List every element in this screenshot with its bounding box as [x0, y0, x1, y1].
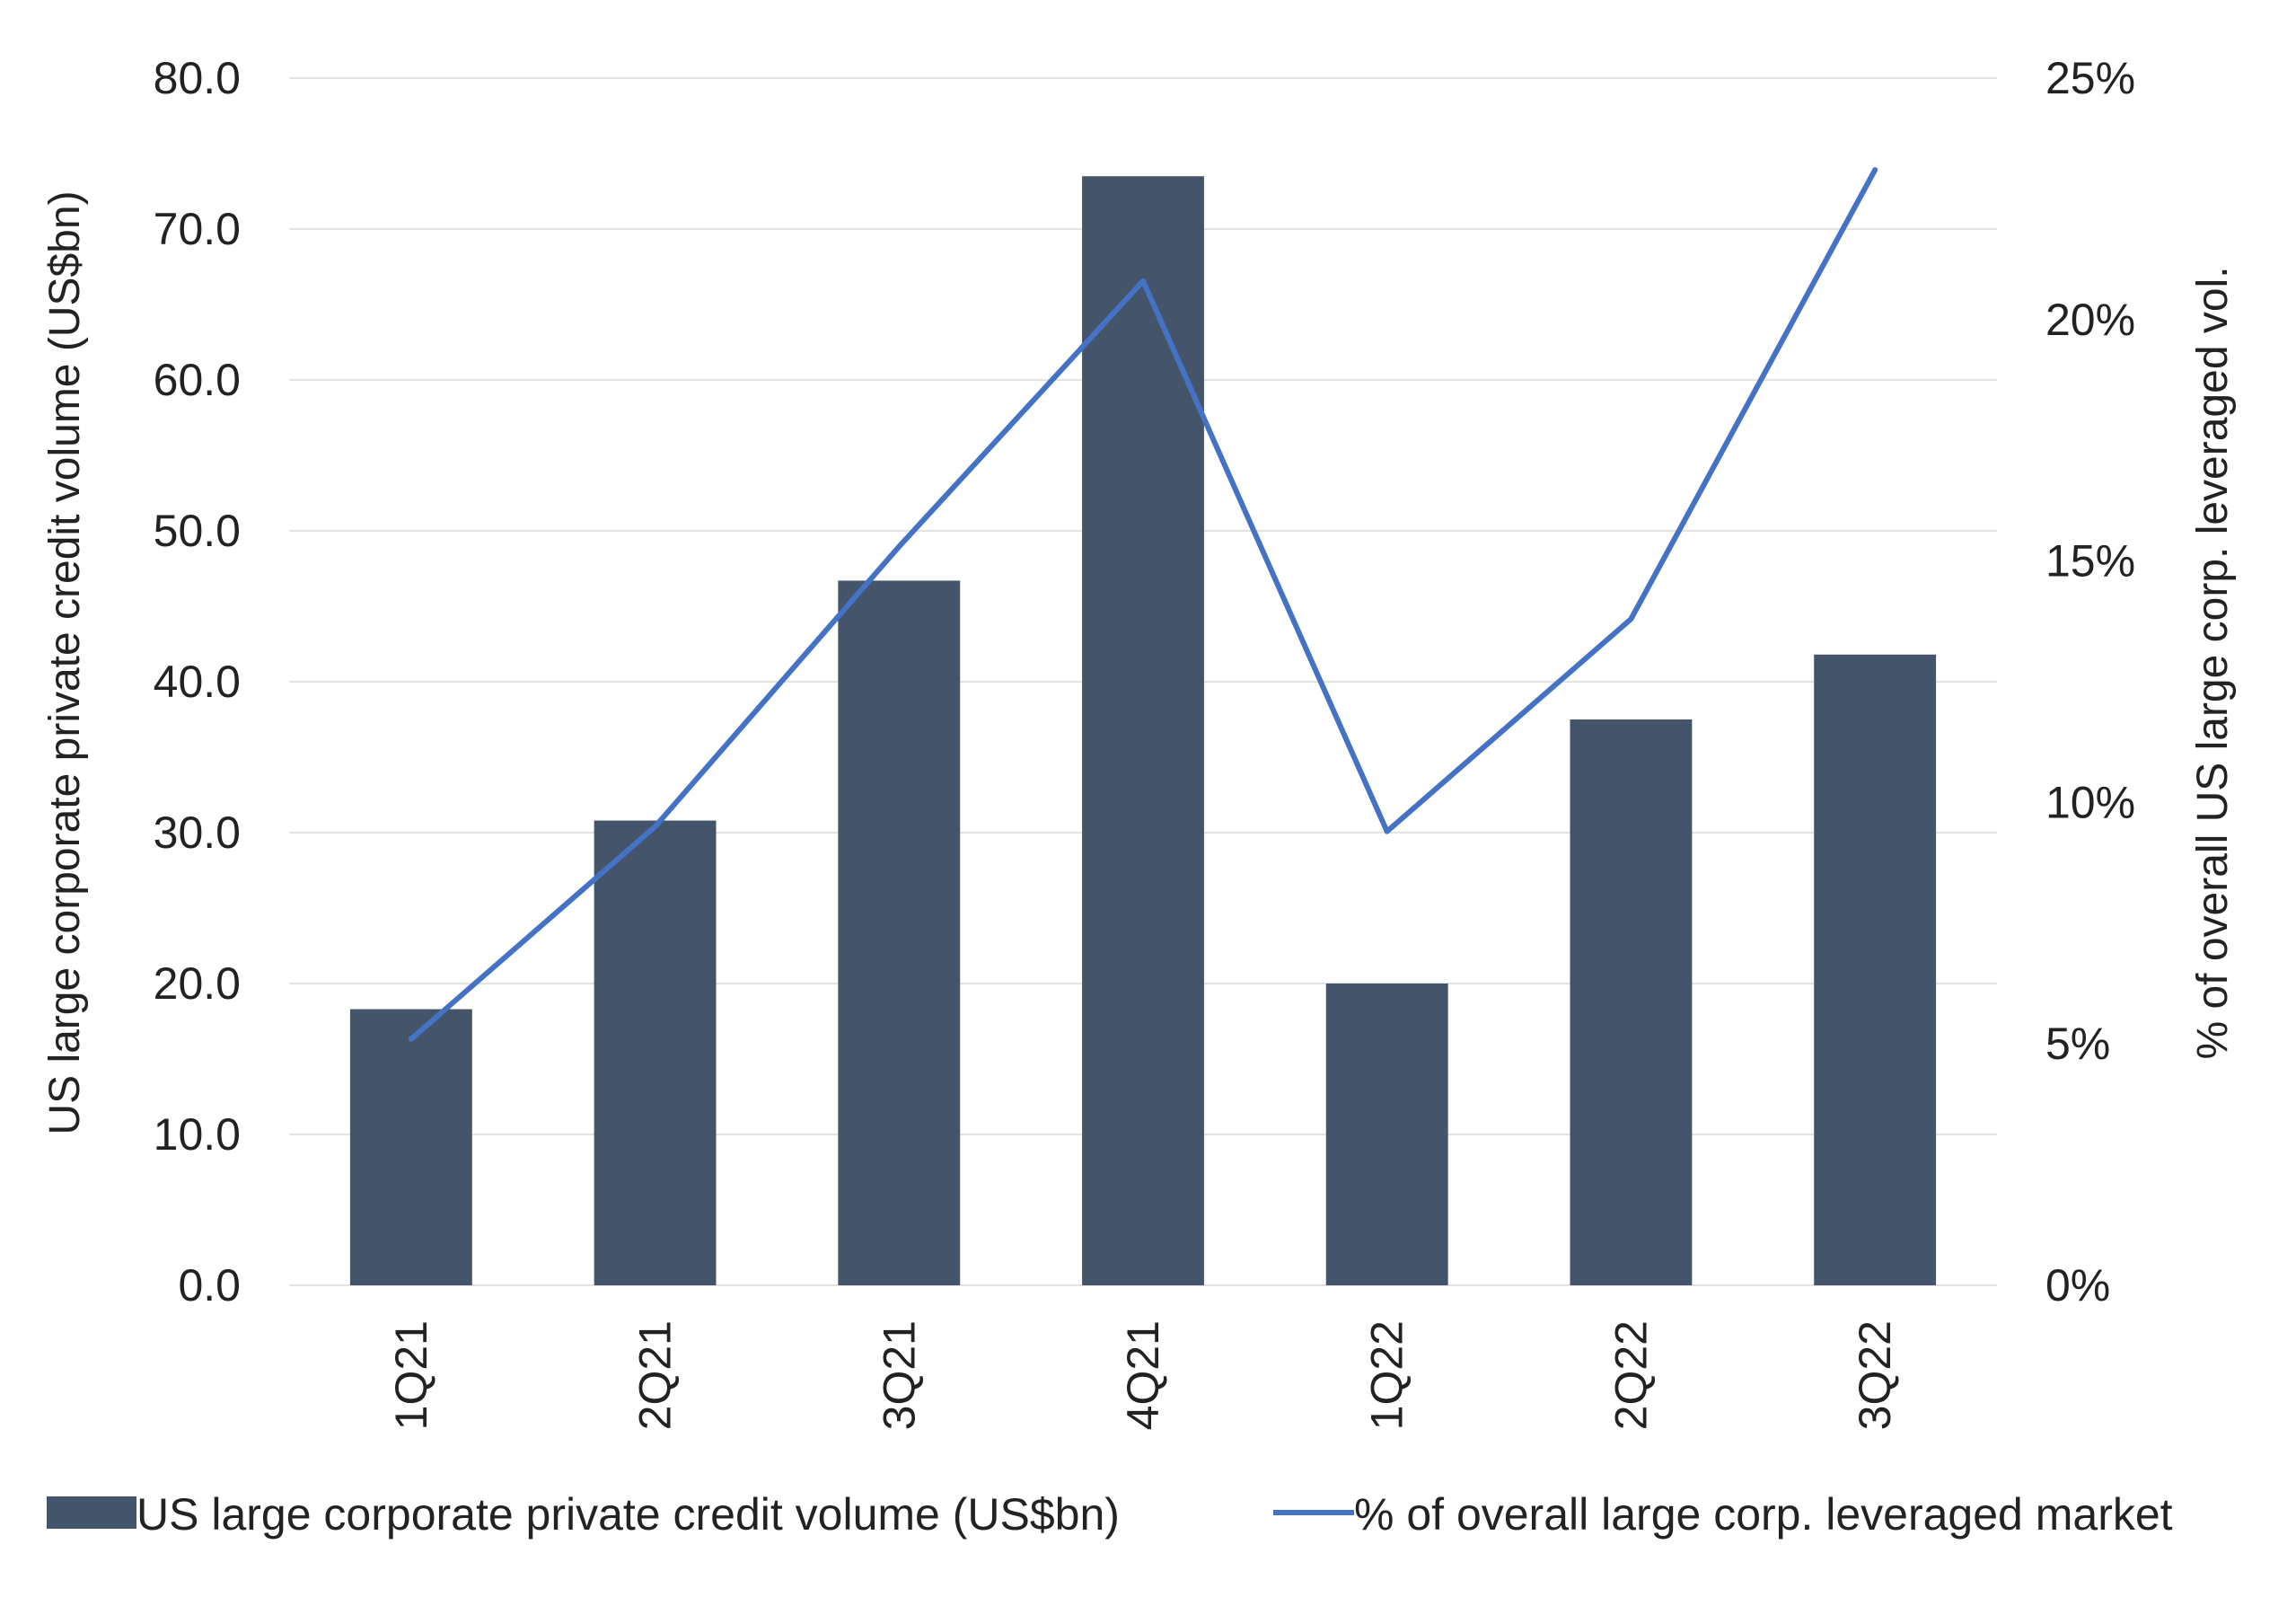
legend-line-label: % of overall large corp. leveraged marke… [1354, 1489, 2173, 1540]
y2-tick-label: 20% [2045, 295, 2135, 345]
x-tick-label: 2Q21 [630, 1320, 681, 1430]
right-axis-ticks: 0% 5% 10% 15% 20% 25% [2045, 53, 2135, 1310]
x-tick-label: 3Q21 [874, 1320, 924, 1430]
bar-series [349, 176, 1937, 1286]
y2-tick-label: 15% [2045, 536, 2135, 587]
y-tick-label: 10.0 [154, 1109, 241, 1160]
y-tick-label: 50.0 [154, 506, 241, 556]
bar-1Q21 [349, 1009, 472, 1285]
x-tick-label: 2Q22 [1605, 1320, 1656, 1430]
left-axis-ticks: 0.0 10.0 20.0 30.0 40.0 50.0 60.0 70.0 80.0 [154, 53, 241, 1310]
bar-2Q22 [1570, 719, 1693, 1285]
legend: US large corporate private credit volume… [47, 1489, 2173, 1540]
y-tick-label: 60.0 [154, 355, 241, 405]
pct-line-series [408, 167, 1878, 1042]
y2-tick-label: 0% [2045, 1260, 2110, 1310]
bar-3Q22 [1814, 654, 1937, 1285]
y2-tick-label: 10% [2045, 777, 2135, 827]
x-tick-label: 1Q22 [1362, 1320, 1412, 1430]
legend-bar-swatch [47, 1496, 136, 1529]
legend-bar-label: US large corporate private credit volume… [136, 1489, 1120, 1540]
y-tick-label: 0.0 [178, 1260, 241, 1310]
x-tick-label: 1Q21 [386, 1320, 436, 1430]
bar-3Q21 [838, 580, 961, 1285]
y-tick-label: 30.0 [154, 807, 241, 858]
x-tick-label: 3Q22 [1850, 1320, 1900, 1430]
bar-4Q21 [1082, 176, 1204, 1286]
y2-tick-label: 5% [2045, 1019, 2110, 1069]
right-axis-title: % of overall US large corp. leveraged vo… [2189, 266, 2237, 1059]
x-axis-ticks: 1Q21 2Q21 3Q21 4Q21 1Q22 2Q22 3Q22 [386, 1320, 1900, 1430]
x-tick-label: 4Q21 [1118, 1320, 1168, 1430]
left-axis-title: US large corporate private credit volume… [41, 190, 89, 1134]
y-tick-label: 20.0 [154, 958, 241, 1009]
bar-2Q21 [594, 820, 717, 1285]
y-tick-label: 70.0 [154, 204, 241, 254]
y-tick-label: 40.0 [154, 657, 241, 707]
bar-1Q22 [1325, 984, 1448, 1285]
y2-tick-label: 25% [2045, 53, 2135, 103]
y-tick-label: 80.0 [154, 53, 241, 103]
